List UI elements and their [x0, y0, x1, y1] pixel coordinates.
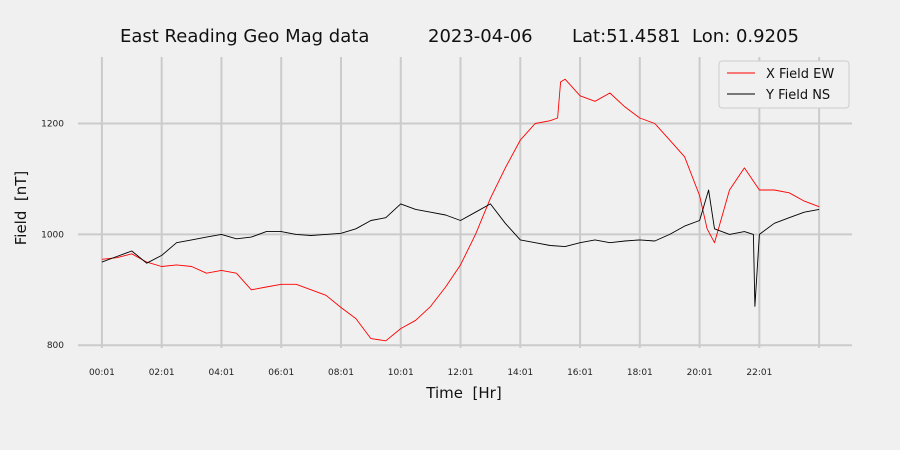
x-tick-label: 06:01 — [268, 368, 294, 378]
x-tick-label: 12:01 — [448, 368, 474, 378]
x-tick-label: 00:01 — [89, 368, 115, 378]
x-tick-label: 20:01 — [687, 368, 713, 378]
legend: X Field EW Y Field NS — [718, 60, 850, 109]
x-tick-label: 18:01 — [627, 368, 653, 378]
y-axis-label: Field [nT] — [12, 171, 30, 246]
x-tick-label: 10:01 — [388, 368, 414, 378]
tick-labels: 00:01 02:01 04:01 06:01 08:01 10:01 12:01 14:01… — [41, 120, 772, 378]
y-tick-label: 1200 — [41, 120, 64, 130]
x-tick-label: 14:01 — [507, 368, 533, 378]
chart-location: Lat:51.4581 Lon: 0.9205 — [572, 26, 799, 47]
legend-label-x-field: X Field EW — [766, 67, 834, 82]
x-axis-label: Time [Hr] — [425, 384, 501, 402]
x-tick-label: 22:01 — [746, 368, 772, 378]
grid-lines — [78, 57, 852, 348]
chart-date: 2023-04-06 — [428, 26, 533, 47]
legend-label-y-field: Y Field NS — [765, 88, 830, 103]
y-tick-label: 800 — [47, 341, 64, 351]
series-line-y-field — [101, 189, 820, 307]
series-line-x-field — [101, 78, 820, 342]
x-tick-label: 02:01 — [149, 368, 175, 378]
x-tick-label: 04:01 — [208, 368, 234, 378]
x-tick-label: 16:01 — [567, 368, 593, 378]
y-tick-label: 1000 — [41, 230, 64, 240]
series-layer — [101, 78, 820, 342]
x-tick-label: 08:01 — [328, 368, 354, 378]
chart-title: East Reading Geo Mag data — [120, 26, 369, 47]
